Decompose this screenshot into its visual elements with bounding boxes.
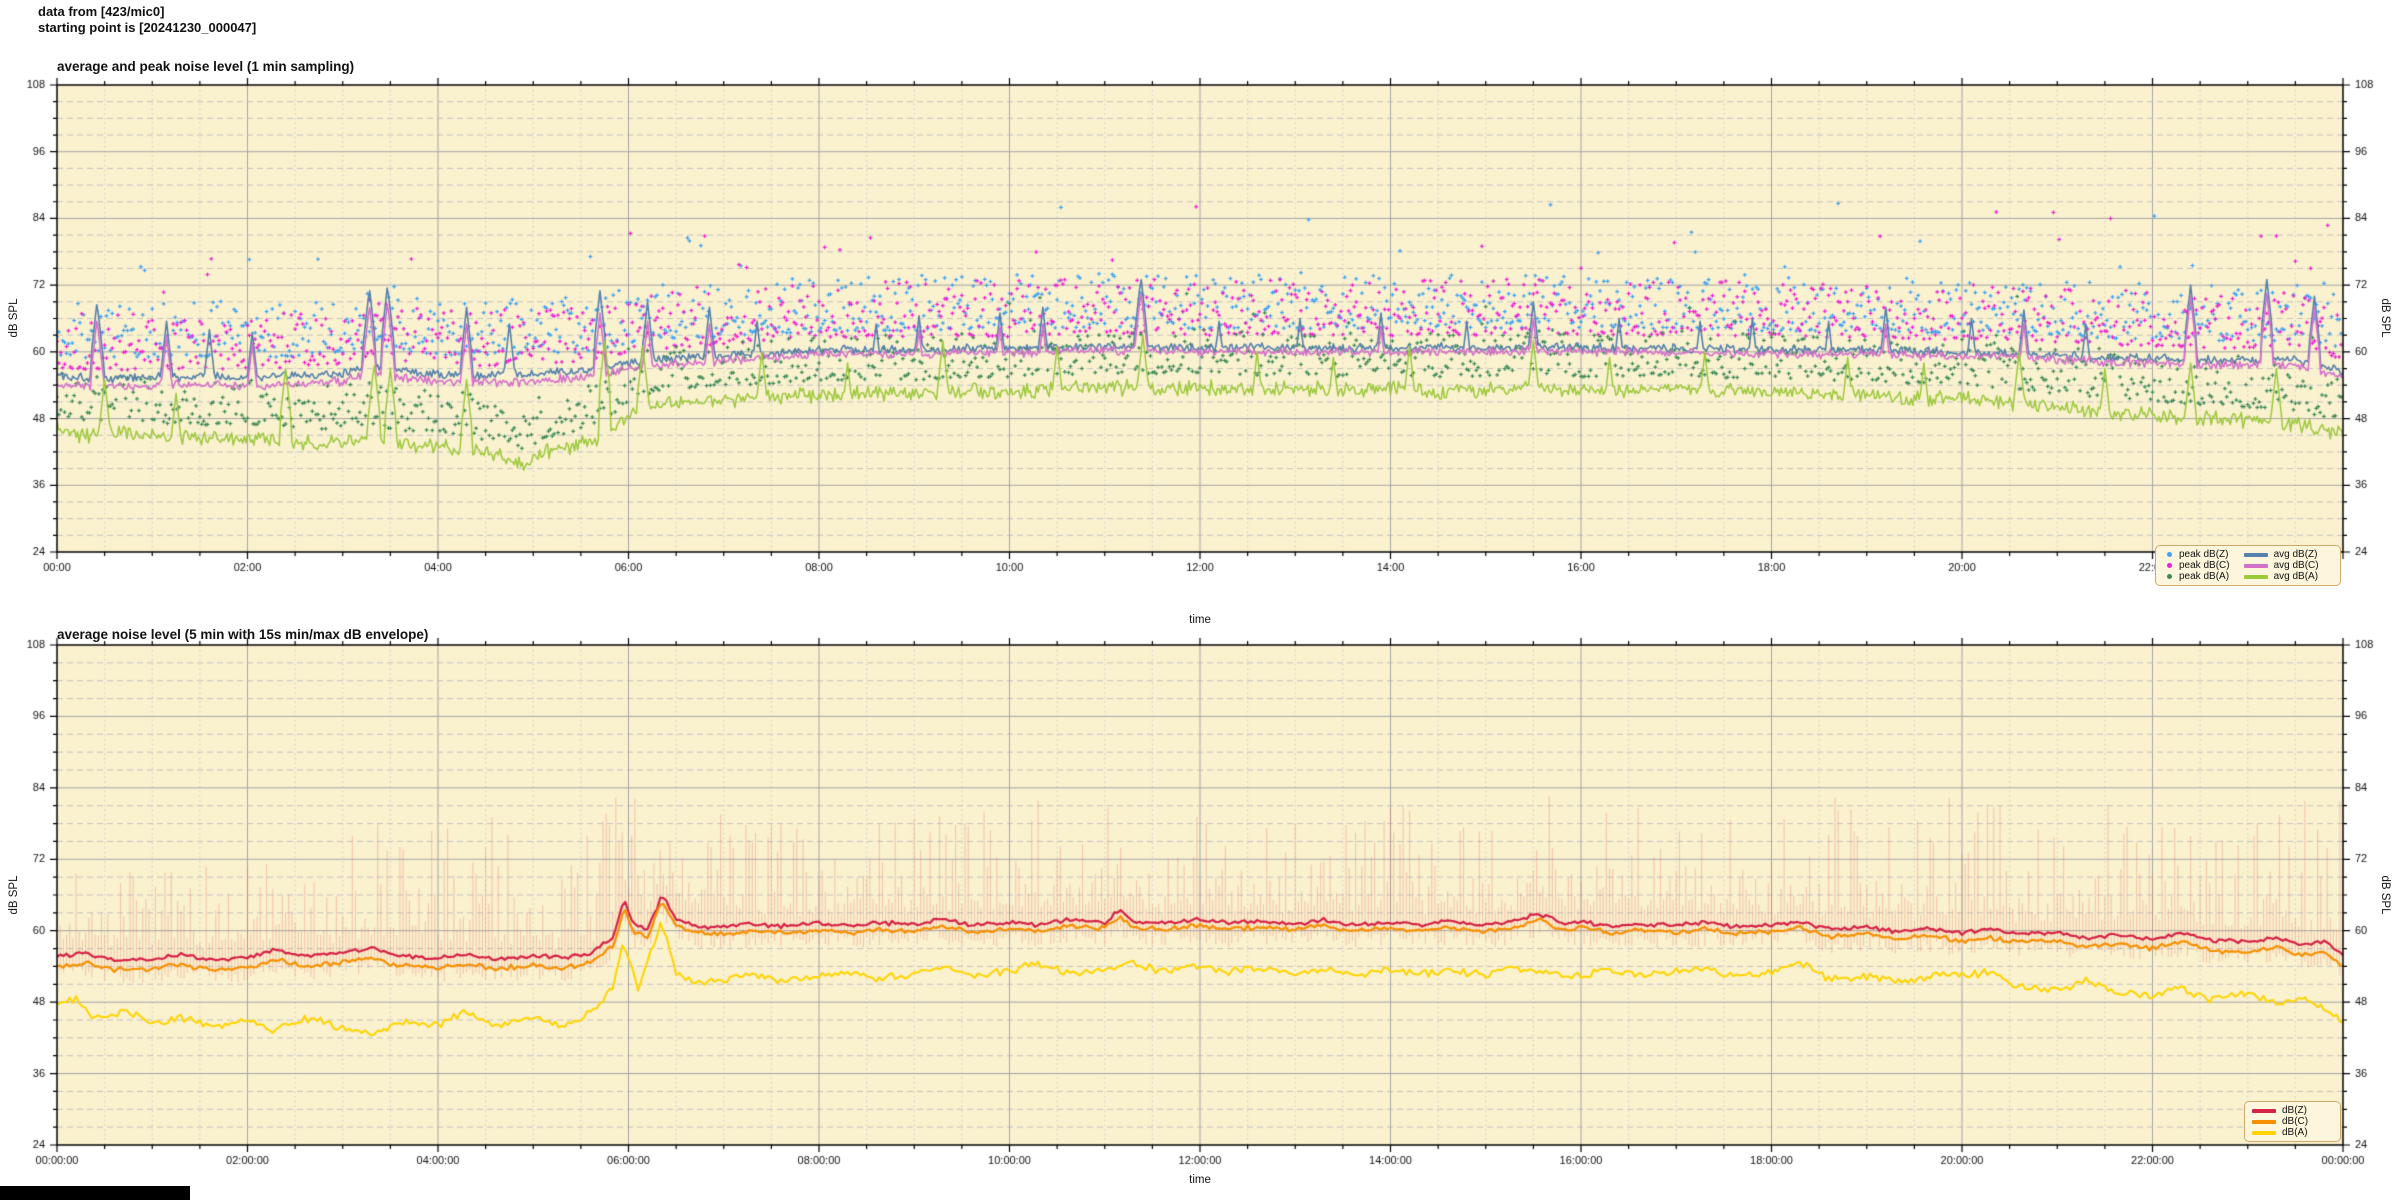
legend-label: dB(C) bbox=[2282, 1116, 2309, 1127]
legend-label: avg dB(Z) bbox=[2273, 549, 2318, 560]
legend-label: dB(Z) bbox=[2282, 1105, 2307, 1116]
legend-label: peak dB(Z) bbox=[2179, 549, 2229, 560]
legend-item-db-2: dB(A) bbox=[2252, 1127, 2333, 1138]
legend-line-icon bbox=[2243, 563, 2268, 568]
legend-label: peak dB(A) bbox=[2179, 571, 2230, 582]
legend-line-icon bbox=[2243, 574, 2268, 579]
chart2-title: average noise level (5 min with 15s min/… bbox=[57, 627, 429, 642]
legend-item-db-0: dB(Z) bbox=[2252, 1105, 2333, 1116]
legend-line-icon bbox=[2252, 1130, 2276, 1135]
legend-line-icon bbox=[2243, 552, 2268, 557]
legend-item-peak-0: peak dB(Z) bbox=[2163, 549, 2230, 560]
legend-dot-icon bbox=[2167, 552, 2172, 557]
legend-line-icon bbox=[2252, 1119, 2276, 1124]
chart2-yaxis-label-left: dB SPL bbox=[8, 875, 20, 915]
legend-label: dB(A) bbox=[2282, 1127, 2308, 1138]
bottom-left-black-strip bbox=[0, 1186, 190, 1200]
legend-label: avg dB(A) bbox=[2273, 571, 2319, 582]
legend-dot-icon bbox=[2167, 574, 2172, 579]
chart1-legend-scatter-col: peak dB(Z) peak dB(C) peak dB(A) bbox=[2163, 549, 2230, 582]
chart1-legend: peak dB(Z) peak dB(C) peak dB(A) avg dB(Z)… bbox=[2155, 545, 2341, 586]
header-line-2: starting point is [20241230_000047] bbox=[38, 20, 257, 35]
legend-item-avg-2: avg dB(A) bbox=[2243, 571, 2319, 582]
chart2-legend-lines-col: dB(Z) dB(C) dB(A) bbox=[2252, 1105, 2333, 1138]
legend-line-icon bbox=[2252, 1108, 2276, 1113]
legend-dot-icon bbox=[2167, 563, 2172, 568]
legend-item-avg-1: avg dB(C) bbox=[2243, 560, 2319, 571]
chart2-legend: dB(Z) dB(C) dB(A) bbox=[2244, 1101, 2341, 1142]
chart2-xaxis-label: time bbox=[1189, 1174, 1211, 1186]
chart1-legend-lines-col: avg dB(Z) avg dB(C) avg dB(A) bbox=[2243, 549, 2319, 582]
chart1-title: average and peak noise level (1 min samp… bbox=[57, 59, 355, 74]
chart1-yaxis-label-left: dB SPL bbox=[8, 298, 20, 338]
chart1-yaxis-label-right: dB SPL bbox=[2379, 298, 2391, 338]
legend-item-avg-0: avg dB(Z) bbox=[2243, 549, 2319, 560]
legend-label: peak dB(C) bbox=[2179, 560, 2230, 571]
legend-item-peak-1: peak dB(C) bbox=[2163, 560, 2230, 571]
legend-item-db-1: dB(C) bbox=[2252, 1116, 2333, 1127]
legend-item-peak-2: peak dB(A) bbox=[2163, 571, 2230, 582]
chart1-xaxis-label: time bbox=[1189, 614, 1211, 626]
header-line-1: data from [423/mic0] bbox=[38, 4, 165, 19]
chart2-yaxis-label-right: dB SPL bbox=[2379, 875, 2391, 915]
legend-label: avg dB(C) bbox=[2273, 560, 2319, 571]
